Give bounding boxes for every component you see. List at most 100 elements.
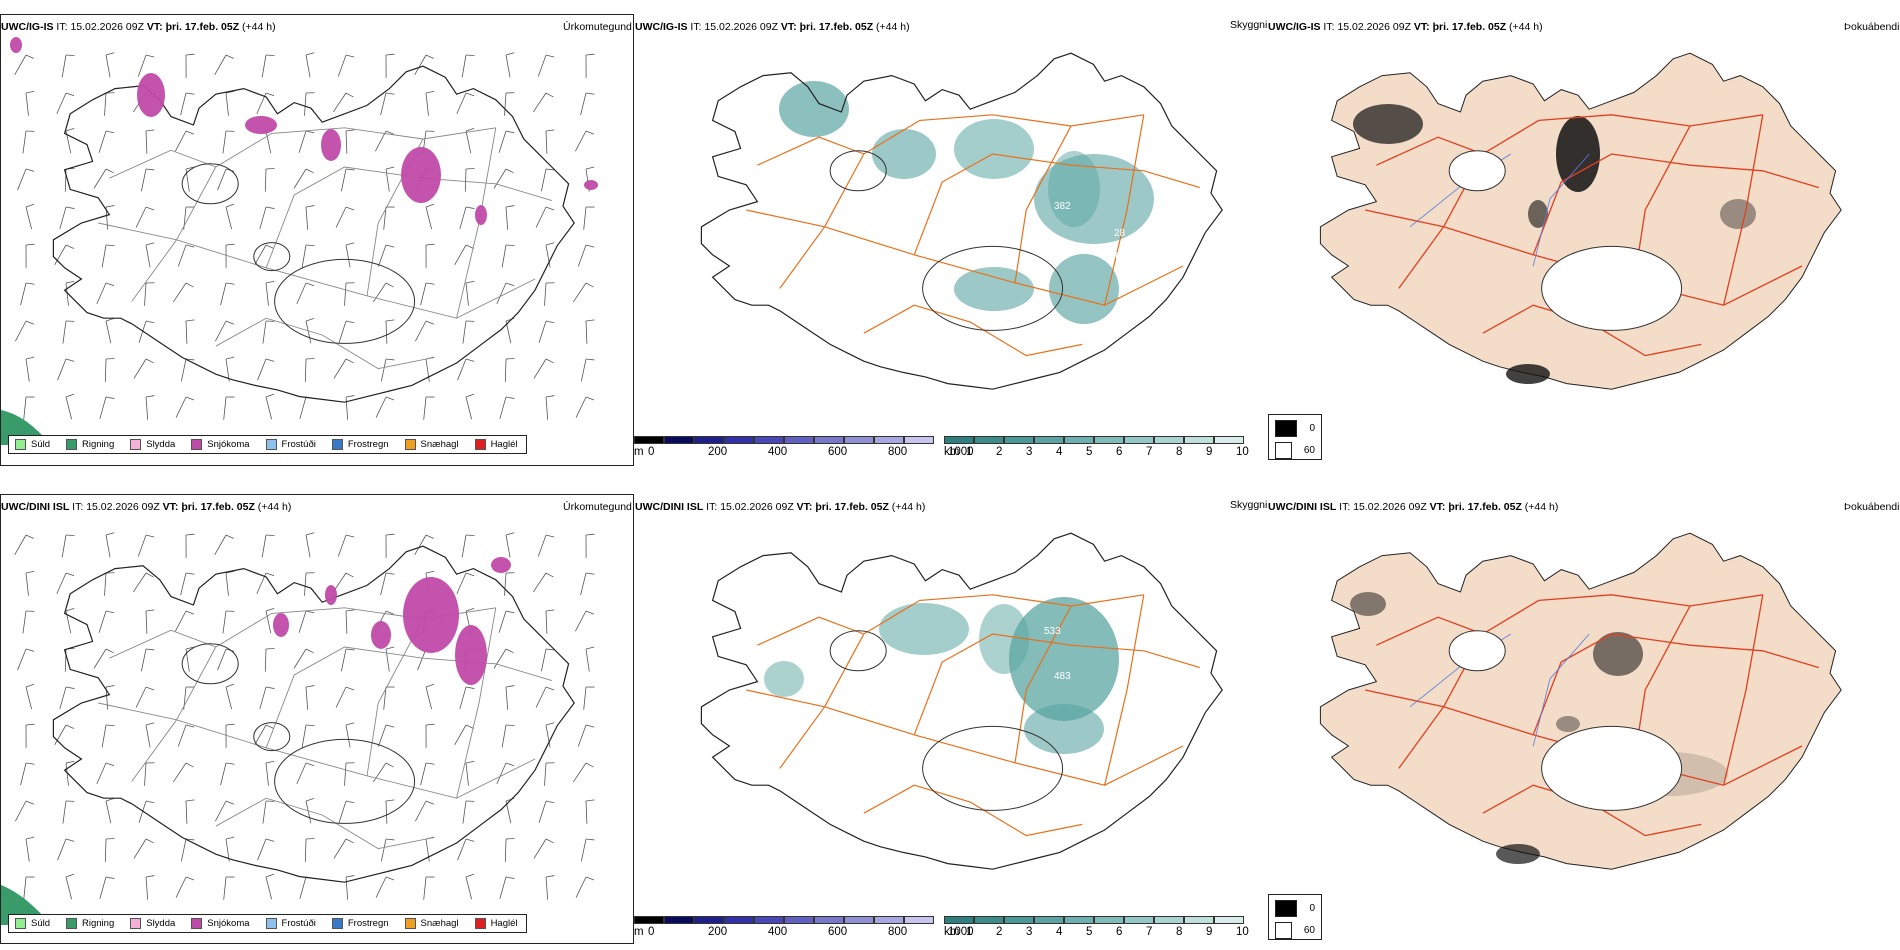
- wind-barb: [305, 798, 315, 824]
- road-line: [215, 797, 435, 850]
- wind-barb: [545, 242, 555, 268]
- colorbar-segment: [754, 436, 784, 444]
- wind-barb: [383, 686, 395, 710]
- low-visibility-area: [779, 81, 849, 137]
- road-line: [215, 317, 435, 370]
- model-name: UWC/DINI ISL: [1268, 501, 1337, 513]
- colorbar-segment: [784, 916, 814, 924]
- vt-value: þri. 17.feb. 05Z: [165, 21, 240, 33]
- fog-indicator-area: [1720, 199, 1756, 229]
- snow-area: [137, 73, 165, 117]
- it-value: 15.02.2026 09Z: [1353, 501, 1427, 513]
- wind-barb: [262, 320, 275, 344]
- wind-barb: [259, 206, 275, 230]
- wind-barb: [333, 358, 354, 379]
- lead-time: (+44 h): [257, 501, 292, 513]
- wind-barb: [61, 54, 75, 78]
- model-name: UWC/IG-IS: [635, 21, 688, 33]
- iceland-outline: [700, 532, 1223, 870]
- colorbar-tick-label: 9: [1206, 446, 1213, 458]
- wind-barb: [254, 724, 274, 745]
- wind-barb: [493, 648, 514, 669]
- wind-barb: [545, 722, 555, 748]
- low-visibility-area: [1024, 704, 1104, 754]
- colorbar-tick-label: 7: [1146, 446, 1153, 458]
- river-line: [1532, 633, 1590, 747]
- wind-barb: [504, 358, 515, 382]
- road-line: [265, 646, 552, 748]
- legend-swatch: [331, 918, 343, 929]
- visibility-value-label: 410: [1094, 126, 1111, 137]
- fog-scale-swatch: [1275, 900, 1298, 917]
- wind-barb: [261, 534, 275, 558]
- fog-map-row0: [1319, 52, 1842, 390]
- wind-barb: [545, 609, 555, 634]
- legend-item: Haglél: [474, 439, 518, 450]
- road-line: [1532, 633, 1819, 736]
- wind-barb: [585, 799, 595, 824]
- wind-barb: [305, 205, 315, 230]
- wind-barb: [180, 92, 195, 116]
- wind-barb: [533, 572, 554, 593]
- it-label: IT:: [706, 501, 718, 513]
- colorbar-segment: [664, 916, 694, 924]
- legend-item: Snæhagl: [404, 439, 459, 450]
- wind-barb: [145, 875, 155, 900]
- legend-label: Frostregn: [347, 918, 389, 929]
- wind-barb: [505, 205, 515, 230]
- glacier-outline: [253, 722, 291, 752]
- colorbar-segment: [784, 436, 814, 444]
- wind-barb: [180, 838, 195, 862]
- colorbar-segment: [874, 916, 904, 924]
- legend-label: Frostúði: [281, 439, 316, 450]
- glacier-outline: [274, 258, 416, 344]
- fog-scale-swatch: [1275, 420, 1298, 437]
- wind-barb: [223, 876, 235, 900]
- model-name: UWC/DINI ISL: [635, 501, 704, 513]
- legend-swatch: [331, 439, 343, 450]
- wind-barb: [580, 572, 595, 596]
- wind-barb: [105, 532, 115, 558]
- visibility-value-label: 533: [1044, 626, 1061, 637]
- wind-barb: [265, 280, 275, 306]
- road-line: [746, 209, 1184, 306]
- wind-barb: [137, 534, 155, 557]
- fog-scale-label: 60: [1303, 445, 1315, 456]
- legend-item: Rigning: [66, 439, 114, 450]
- wind-barb: [225, 356, 235, 382]
- wind-barb: [580, 92, 595, 116]
- legend-label: Súld: [31, 439, 51, 450]
- colorbar-tick-label: 0: [648, 926, 655, 938]
- wind-barb: [59, 686, 75, 710]
- wind-barb: [135, 686, 155, 708]
- wind-barb: [25, 243, 35, 268]
- glacier-outline: [1448, 630, 1506, 672]
- wind-barb: [298, 610, 315, 633]
- colorbar-tick-label: 8: [1176, 446, 1183, 458]
- colorbar-segment: [904, 436, 934, 444]
- wind-barb: [577, 244, 595, 267]
- wind-barb: [537, 534, 555, 557]
- wind-barb: [183, 686, 195, 710]
- vt-value: þri. 17.feb. 05Z: [181, 501, 255, 513]
- wind-barb: [423, 876, 435, 900]
- wind-barb: [225, 570, 235, 596]
- low-visibility-area: [979, 604, 1029, 674]
- header-row1-vis: UWC/DINI ISL IT: 15.02.2026 09Z VT: þri.…: [635, 501, 925, 513]
- legend-item: Súld: [15, 918, 50, 929]
- precip-map-row0: [1, 37, 598, 445]
- wind-barb: [345, 242, 355, 268]
- wind-barb: [293, 648, 314, 669]
- wind-barb: [138, 800, 155, 823]
- wind-barb: [496, 762, 515, 785]
- legend-item: Snjókoma: [191, 918, 250, 929]
- wind-barb: [456, 572, 475, 595]
- wind-barb: [257, 838, 275, 861]
- colorbar-segment: [814, 436, 844, 444]
- road-line: [1398, 226, 1445, 289]
- colorbar-tick-label: 9: [1206, 926, 1213, 938]
- road-line: [109, 149, 216, 179]
- road-line: [1104, 594, 1145, 786]
- wind-barb: [175, 130, 195, 152]
- vt-value: þri. 17.feb. 05Z: [815, 501, 889, 513]
